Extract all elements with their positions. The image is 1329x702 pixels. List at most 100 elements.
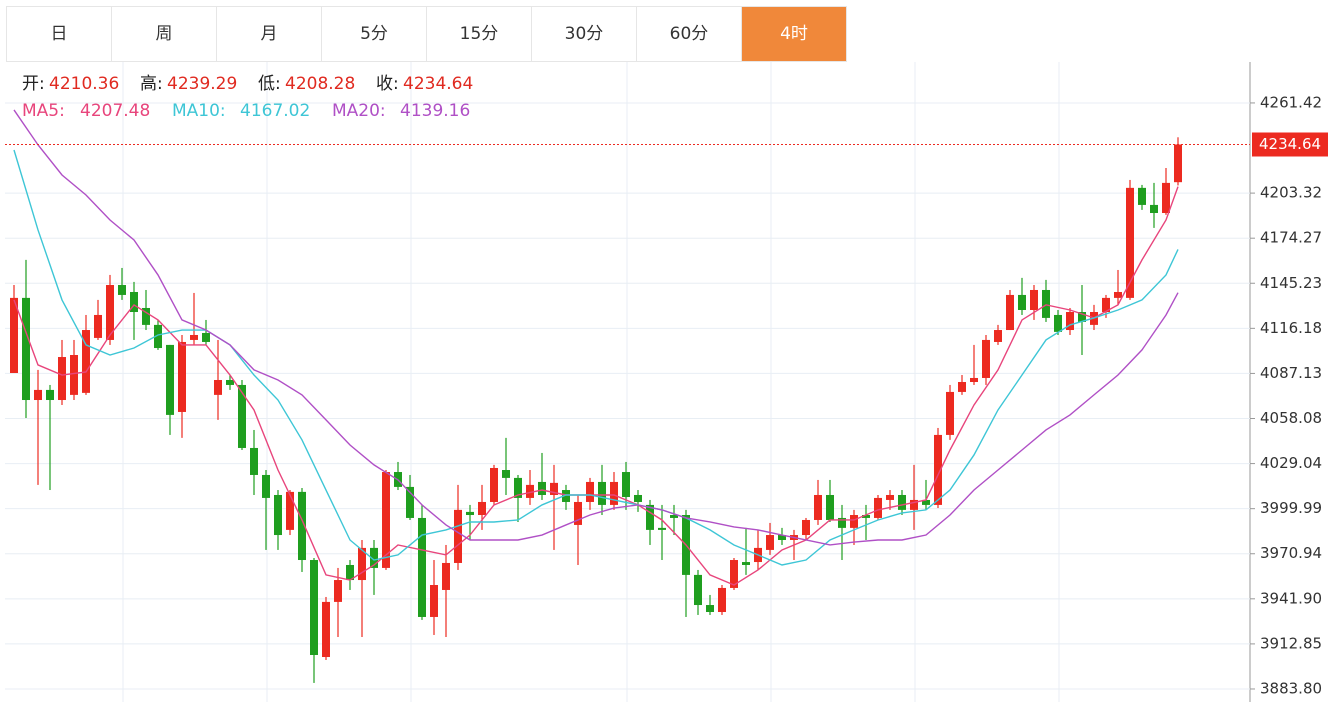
candle-body: [358, 547, 366, 581]
candle-body: [1078, 312, 1086, 322]
candle-body: [658, 527, 666, 530]
ohlc-value: 4210.36: [49, 74, 119, 94]
ohlc-label: 收:: [376, 74, 399, 94]
candle-body: [514, 477, 522, 498]
candle-body: [946, 391, 954, 435]
candle-body: [850, 515, 858, 528]
candle-body: [646, 504, 654, 530]
candle-body: [1006, 294, 1014, 331]
period-tab[interactable]: 月: [217, 7, 322, 61]
candle-body: [142, 307, 150, 325]
price-label-bg: [1252, 132, 1328, 157]
period-tab[interactable]: 周: [112, 7, 217, 61]
legend-label: MA5:: [22, 101, 65, 121]
candle-body: [706, 605, 714, 613]
ohlc-value: 4234.64: [403, 74, 473, 94]
ohlc-label: 开:: [22, 74, 45, 94]
candle-body: [346, 564, 354, 581]
period-tab[interactable]: 5分: [322, 7, 427, 61]
y-tick-label: 4029.04: [1260, 454, 1322, 472]
candle-body: [874, 497, 882, 518]
candle-body: [982, 339, 990, 378]
y-tick-label: 4116.18: [1260, 319, 1322, 337]
candle-body: [370, 547, 378, 568]
candle-body: [166, 344, 174, 415]
candle-body: [802, 519, 810, 536]
candle-body: [334, 580, 342, 602]
period-tab[interactable]: 日: [7, 7, 112, 61]
candle-body: [970, 377, 978, 383]
candle-body: [310, 560, 318, 655]
candle-body: [418, 517, 426, 617]
grid: [5, 62, 1250, 702]
candle-body: [10, 297, 18, 374]
candle-body: [70, 355, 78, 395]
candle-body: [1138, 187, 1146, 205]
period-tab[interactable]: 60分: [637, 7, 742, 61]
candle-body: [634, 494, 642, 502]
price-label: 4234.64: [1259, 135, 1321, 153]
legend-label: MA10:: [172, 101, 226, 121]
candle-body: [262, 474, 270, 498]
y-tick-label: 4203.32: [1260, 184, 1322, 202]
legend-label: MA20:: [332, 101, 386, 121]
y-tick-label: 4145.23: [1260, 274, 1322, 292]
candle-body: [250, 447, 258, 475]
candle-body: [94, 314, 102, 338]
candle-body: [178, 341, 186, 412]
candle-body: [1042, 289, 1050, 318]
candle-body: [502, 470, 510, 478]
y-tick-label: 4087.13: [1260, 364, 1322, 382]
candle-body: [430, 585, 438, 617]
candle-body: [238, 384, 246, 448]
candle-body: [22, 297, 30, 401]
candle-body: [214, 379, 222, 395]
candle-body: [598, 481, 606, 505]
candle-body: [226, 379, 234, 385]
ohlc-value: 4208.28: [285, 74, 355, 94]
legend-value: 4139.16: [400, 101, 470, 121]
candle-body: [778, 535, 786, 540]
candle-body: [694, 574, 702, 606]
candle-body: [322, 601, 330, 658]
candle-body: [1114, 291, 1122, 298]
candle-body: [862, 515, 870, 518]
period-tabs: 日周月 5分 15分 30分 60分 4时: [6, 6, 847, 62]
candle-body: [742, 562, 750, 565]
legend-value: 4207.48: [80, 101, 150, 121]
candle-body: [1054, 314, 1062, 332]
candle-body: [814, 494, 822, 520]
ohlc-label: 低:: [258, 74, 281, 94]
y-tick-label: 4174.27: [1260, 229, 1322, 247]
ma-line: [13, 109, 1179, 546]
candle-body: [298, 491, 306, 561]
ma-line: [13, 186, 1179, 586]
candle-body: [826, 494, 834, 520]
candle-body: [1150, 204, 1158, 214]
candle-body: [994, 330, 1002, 342]
candle-body: [490, 467, 498, 502]
candle-body: [202, 332, 210, 342]
candle-body: [730, 560, 738, 588]
y-tick-label: 3883.80: [1260, 679, 1322, 697]
candle-body: [382, 472, 390, 568]
ohlc-label: 高:: [140, 74, 163, 94]
candle-body: [1174, 144, 1182, 183]
y-tick-label: 3970.94: [1260, 544, 1322, 562]
legend-value: 4167.02: [240, 101, 310, 121]
candle-body: [406, 486, 414, 518]
period-tab[interactable]: 4时: [742, 7, 847, 61]
candle-body: [154, 324, 162, 349]
candle-body: [130, 291, 138, 313]
candle-body: [574, 501, 582, 525]
candle-body: [106, 285, 114, 340]
candle-body: [898, 494, 906, 510]
period-tab[interactable]: 30分: [532, 7, 637, 61]
candle-body: [478, 501, 486, 516]
period-tab[interactable]: 15分: [427, 7, 532, 61]
candle-body: [670, 515, 678, 518]
candle-body: [718, 587, 726, 613]
candle-body: [34, 389, 42, 401]
candle-body: [82, 330, 90, 393]
